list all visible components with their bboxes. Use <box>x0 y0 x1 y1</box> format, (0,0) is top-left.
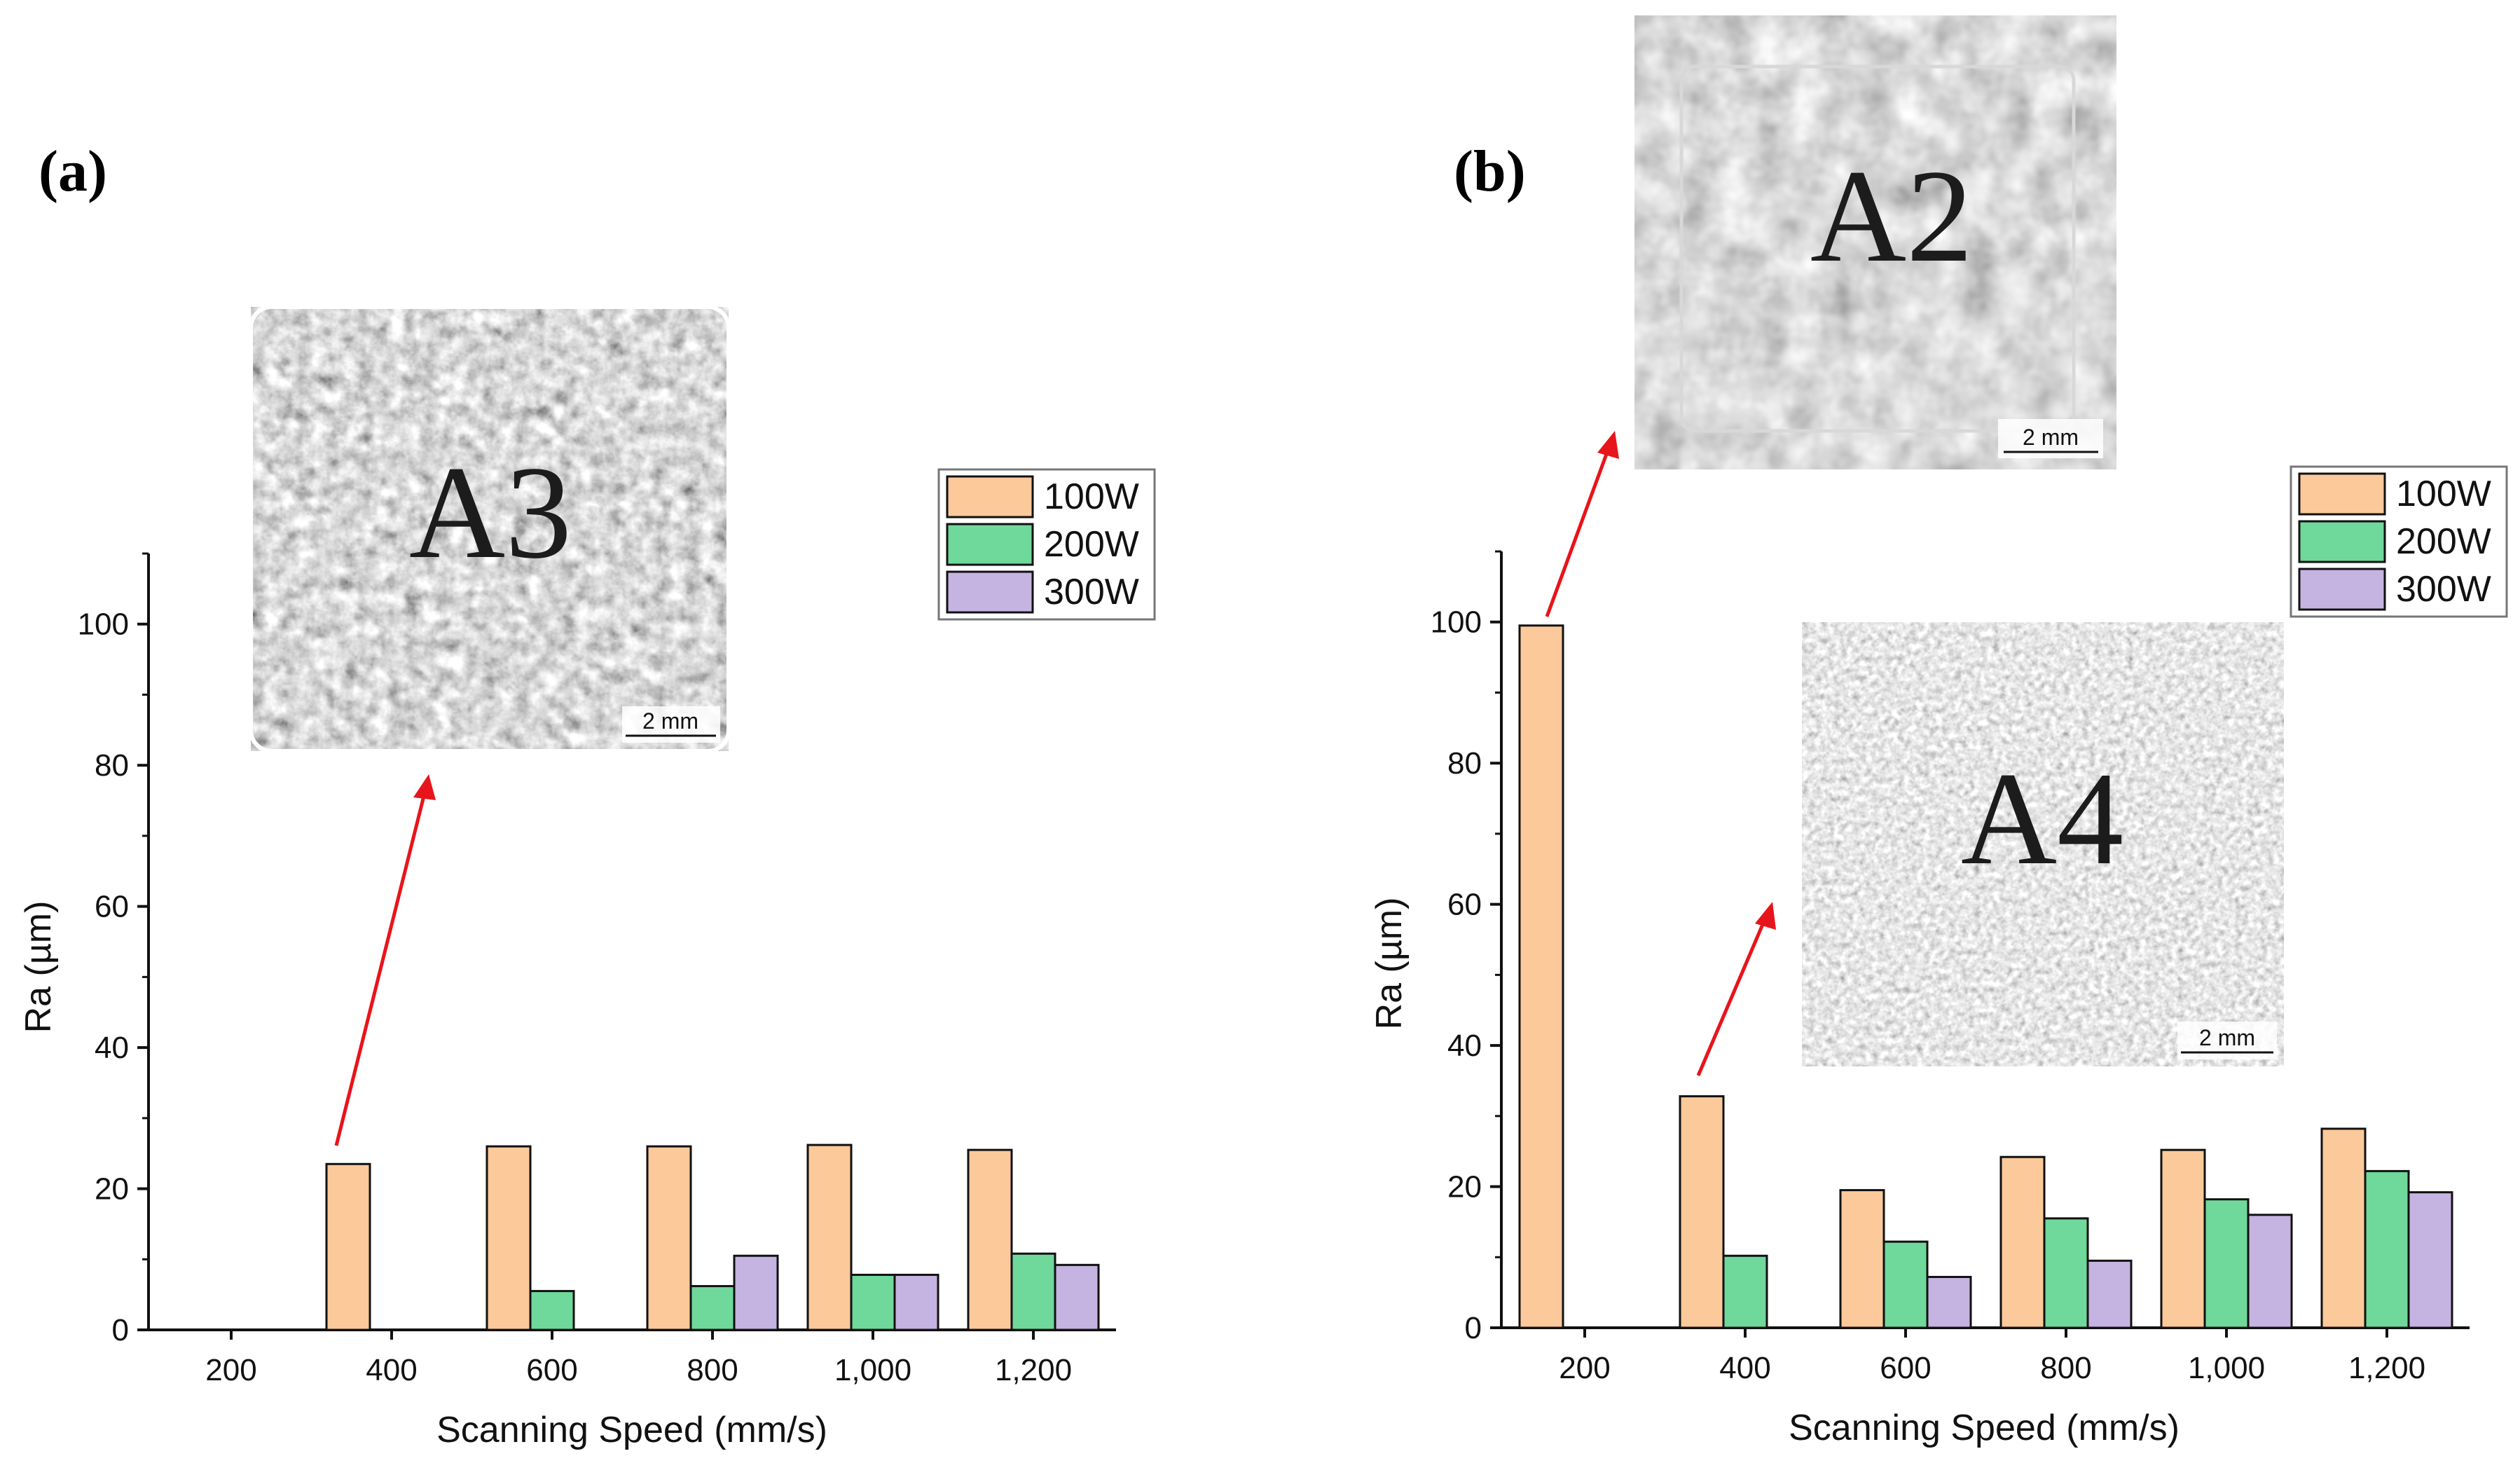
legend-entry-100w: 100W <box>2396 474 2491 514</box>
bar-300w-1200 <box>2407 1191 2453 1329</box>
legend-entry-100w: 100W <box>1044 476 1139 517</box>
x-tick-label: 1,200 <box>2348 1351 2425 1385</box>
bar-100w-1200 <box>967 1148 1013 1331</box>
legend-swatch-300w <box>2298 568 2386 611</box>
annotation-arrows <box>334 431 1776 1146</box>
bar-200w-600 <box>529 1290 575 1331</box>
x-tick-label: 1,000 <box>834 1353 911 1387</box>
bar-200w-800 <box>689 1285 736 1331</box>
chart-panel-a: (a) 0 20 40 60 80 100 200 400 600 800 1,000 1,200 1… <box>18 139 1156 1450</box>
bar-300w-1000 <box>2247 1214 2293 1329</box>
y-tick-label: 20 <box>95 1172 129 1207</box>
bar-300w-600 <box>1926 1275 1972 1329</box>
y-tick-label: 80 <box>95 748 129 783</box>
scale-bar-label: 2 mm <box>2023 425 2079 450</box>
legend: 100W 200W 300W <box>2290 465 2508 618</box>
legend: 100W 200W 300W <box>937 468 1156 621</box>
bar-100w-800 <box>646 1145 692 1331</box>
bar-300w-1200 <box>1054 1263 1100 1331</box>
bar-300w-800 <box>2086 1259 2133 1329</box>
panel-label: (b) <box>1454 139 1526 204</box>
arrow-to-a2 <box>1545 431 1619 617</box>
legend-entry-300w: 300W <box>1044 572 1139 612</box>
arrow-to-a4 <box>1696 902 1776 1076</box>
bar-100w-600 <box>1839 1189 1885 1329</box>
y-tick-label: 40 <box>95 1031 129 1065</box>
sem-inset-a2: A2 2 mm <box>1634 15 2116 469</box>
sem-inset-a3: A3 2 mm <box>249 305 731 753</box>
sem-sample-label: A2 <box>1810 143 1973 290</box>
y-tick-label: 60 <box>95 890 129 924</box>
x-axis-title: Scanning Speed (mm/s) <box>436 1410 827 1450</box>
x-axis-title: Scanning Speed (mm/s) <box>1789 1408 2180 1448</box>
y-tick-label: 60 <box>1447 888 1482 922</box>
bars <box>1518 624 2453 1329</box>
bar-200w-1000 <box>2203 1198 2250 1329</box>
bar-100w-1200 <box>2320 1127 2367 1329</box>
arrow-to-a3 <box>334 774 436 1146</box>
legend-swatch-100w <box>946 475 1034 518</box>
legend-swatch-100w <box>2298 472 2386 516</box>
legend-entry-300w: 300W <box>2396 569 2491 610</box>
y-tick-label: 100 <box>78 607 129 642</box>
sem-sample-label: A3 <box>409 439 572 586</box>
x-tick-label: 800 <box>2040 1351 2091 1385</box>
bar-100w-400 <box>325 1162 371 1331</box>
x-tick-label: 200 <box>1559 1351 1610 1385</box>
x-tick-label: 1,000 <box>2188 1351 2265 1385</box>
x-tick-label: 200 <box>205 1353 256 1387</box>
legend-swatch-200w <box>946 523 1034 566</box>
bar-300w-1000 <box>893 1273 939 1331</box>
bar-200w-1200 <box>1010 1252 1056 1331</box>
panel-label: (a) <box>39 139 107 204</box>
y-tick-label: 100 <box>1431 605 1482 640</box>
y-tick-label: 0 <box>1465 1311 1482 1345</box>
y-tick-label: 80 <box>1447 746 1482 781</box>
sem-sample-label: A4 <box>1961 746 2123 893</box>
bar-100w-400 <box>1679 1095 1725 1329</box>
bar-100w-1000 <box>806 1143 853 1331</box>
y-axis-title: Ra (µm) <box>1369 898 1410 1030</box>
bar-100w-600 <box>486 1145 532 1331</box>
bar-200w-1000 <box>850 1273 896 1331</box>
bar-100w-1000 <box>2160 1148 2206 1329</box>
bar-200w-800 <box>2043 1217 2089 1329</box>
bar-300w-800 <box>733 1254 779 1331</box>
axes: 0 20 40 60 80 100 200 400 600 800 1,000 1,200 <box>78 552 1116 1387</box>
bar-100w-800 <box>1999 1155 2046 1329</box>
x-tick-label: 400 <box>1719 1351 1770 1385</box>
chart-panel-b: (b) 0 20 40 60 80 100 200 400 600 800 1,000 1,200 1… <box>1369 139 2508 1448</box>
sem-inset-a4: A4 2 mm <box>1802 622 2284 1066</box>
axes: 0 20 40 60 80 100 200 400 600 800 1,000 1,200 <box>1431 550 2470 1385</box>
x-tick-label: 800 <box>687 1353 738 1387</box>
legend-entry-200w: 200W <box>2396 521 2491 562</box>
y-tick-label: 20 <box>1447 1170 1482 1204</box>
y-axis-title: Ra (µm) <box>18 901 59 1033</box>
x-tick-label: 400 <box>366 1353 417 1387</box>
x-tick-label: 1,200 <box>995 1353 1072 1387</box>
bar-100w-200 <box>1518 624 1564 1329</box>
bar-200w-1200 <box>2364 1169 2410 1329</box>
legend-swatch-300w <box>946 570 1034 614</box>
legend-swatch-200w <box>2298 520 2386 563</box>
y-tick-label: 0 <box>112 1313 129 1347</box>
x-tick-label: 600 <box>526 1353 577 1387</box>
y-tick-label: 40 <box>1447 1029 1482 1063</box>
legend-entry-200w: 200W <box>1044 524 1139 565</box>
bar-200w-400 <box>1722 1254 1768 1329</box>
bar-200w-600 <box>1882 1240 1929 1329</box>
scale-bar-label: 2 mm <box>2199 1025 2255 1050</box>
scale-bar-label: 2 mm <box>642 708 698 734</box>
bars <box>325 1143 1100 1331</box>
x-tick-label: 600 <box>1880 1351 1931 1385</box>
